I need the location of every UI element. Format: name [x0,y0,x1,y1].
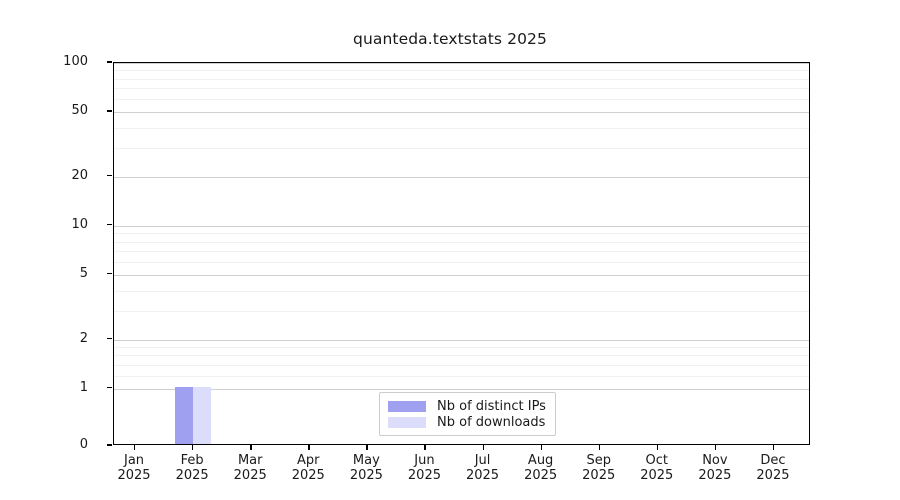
x-axis-tick [656,445,659,450]
x-axis-tick-label-year: 2025 [291,468,325,483]
gridline-minor [114,375,809,377]
x-axis-tick [366,445,368,450]
x-axis-tick-label-month: Sep [586,453,611,468]
chart-legend: Nb of distinct IPs Nb of downloads [379,392,556,436]
x-axis-tick-label: Jan 2025 [99,453,169,483]
gridline-minor [114,364,809,366]
legend-label: Nb of distinct IPs [437,398,546,414]
y-axis-tick-label: 100 [63,54,88,69]
y-axis-tick [107,110,112,112]
gridline-minor [114,78,809,80]
x-axis-tick [598,445,600,450]
x-axis-tick-label-year: 2025 [117,468,151,483]
y-axis-tick-label: 1 [79,379,88,395]
gridline-major [114,339,809,341]
legend-item[interactable]: Nb of downloads [388,414,546,430]
x-axis-tick-label: Mar 2025 [215,453,285,483]
x-axis-tick-label-month: Aug [527,453,554,468]
x-axis-tick-label-year: 2025 [465,468,500,483]
gridline-major [114,225,809,227]
x-axis-tick [772,445,775,450]
y-axis-tick [107,273,112,275]
gridline-minor [114,233,809,235]
legend-item[interactable]: Nb of distinct IPs [388,398,546,414]
x-axis-tick-label-year: 2025 [175,468,209,483]
gridline-major [114,388,809,390]
x-axis-tick [134,445,136,450]
gridline-major [114,274,809,276]
x-axis-tick [308,445,310,450]
x-axis-tick-label: Jun 2025 [389,453,459,483]
bar [175,386,194,444]
x-axis-tick [540,445,542,450]
x-axis-tick-label: Sep 2025 [564,453,634,483]
gridline-minor [114,290,809,292]
gridline-minor [114,310,809,312]
y-axis-tick [107,224,112,226]
y-axis-tick [107,61,112,63]
gridline-minor [114,99,809,101]
x-axis-tick-label-month: Jun [414,453,435,468]
chart-title: quanteda.textstats 2025 [353,30,547,48]
y-axis-tick-label: 50 [71,103,88,118]
gridline-minor [114,70,809,72]
x-axis-tick-label-month: Dec [760,453,786,468]
y-axis-tick [107,175,112,177]
x-axis-tick-label-month: May [352,453,380,468]
y-axis-tick [107,337,112,340]
x-axis-tick-label-year: 2025 [698,468,732,483]
x-axis-tick-label: Aug 2025 [506,453,576,483]
x-axis-tick [714,445,717,450]
x-axis-tick-label-month: Mar [237,453,263,468]
x-axis-tick-label: Apr 2025 [273,453,343,483]
x-axis-tick-label-year: 2025 [640,468,674,483]
y-axis-tick-label: 20 [71,167,88,183]
legend-label: Nb of downloads [437,414,546,430]
y-axis-tick-label: 0 [79,437,88,452]
x-axis-tick-label-month: Apr [297,453,320,468]
gridline-minor [114,347,809,348]
x-axis-tick-label-month: Oct [645,453,669,468]
x-axis-tick-label-month: Jan [124,453,145,468]
x-axis-tick-label-year: 2025 [524,468,558,483]
gridline-minor [114,127,809,129]
y-axis-tick [107,386,112,389]
y-axis-tick-label: 5 [79,265,88,281]
plot-area [113,62,810,445]
gridline-major [114,112,809,113]
gridline-minor [114,148,809,150]
y-axis-tick-label: 10 [71,216,88,232]
gridline-major [114,63,809,64]
x-axis-tick-label: Dec 2025 [738,453,808,483]
x-axis-tick [424,445,426,450]
x-axis-tick-label: Jul 2025 [448,453,518,483]
legend-swatch-icon [388,416,426,428]
gridline-minor [114,88,809,90]
x-axis-tick [192,445,194,450]
y-axis-tick [107,444,112,446]
x-axis-tick-label-month: Nov [702,453,728,468]
x-axis-tick [250,445,252,450]
x-axis-tick-label: May 2025 [331,453,401,483]
gridline-minor [114,241,809,243]
x-axis-tick [482,445,484,450]
x-axis-tick-label: Feb 2025 [157,453,227,483]
gridline-minor [114,250,809,252]
bar [193,386,212,444]
gridline-minor [114,261,809,263]
y-axis-tick-label: 2 [79,330,88,346]
x-axis-tick-label: Oct 2025 [622,453,692,483]
x-axis-tick-label-year: 2025 [407,468,441,483]
x-axis-tick-label-year: 2025 [582,468,616,483]
x-axis-tick-label-month: Feb [180,453,204,468]
x-axis-tick-label-year: 2025 [756,468,790,483]
x-axis-tick-label-year: 2025 [233,468,267,483]
x-axis-tick-label: Nov 2025 [680,453,750,483]
x-axis-tick-label-year: 2025 [349,468,383,483]
legend-swatch-icon [388,400,426,412]
gridline-major [114,176,809,178]
x-axis-tick-label-month: Jul [474,453,491,468]
gridline-minor [114,355,809,357]
